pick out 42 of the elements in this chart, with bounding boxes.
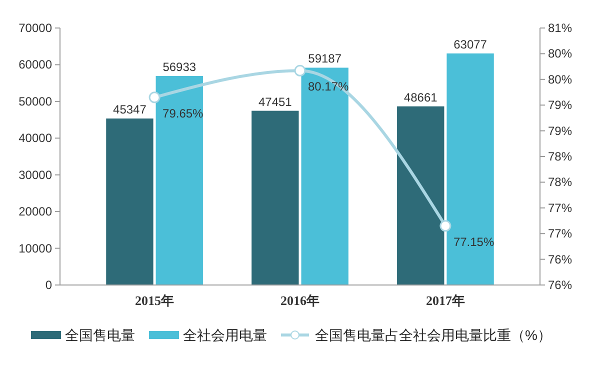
y-tick-label: 60000 (18, 58, 52, 72)
point (148, 92, 160, 104)
data-label: 56933 (162, 60, 196, 74)
y2-tick-label: 76% (548, 252, 572, 266)
data-label: 47451 (258, 94, 292, 109)
bar (397, 106, 444, 285)
y2-tick-label: 77% (548, 200, 572, 215)
y-tick-label: 50000 (18, 94, 52, 108)
y2-tick-label: 81% (548, 21, 572, 35)
y2-tick-label: 78% (548, 175, 572, 190)
x-tick-label: 2016年 (280, 293, 320, 308)
point (440, 220, 452, 232)
bar (446, 53, 494, 285)
bar (301, 68, 348, 285)
legend-label: 全国售电量占全社会用电量比重（%） (315, 327, 552, 343)
legend-label: 全国售电量 (65, 327, 135, 343)
y-tick-label: 10000 (18, 241, 52, 256)
y2-tick-label: 78% (548, 150, 572, 164)
bar (252, 110, 299, 285)
y-tick-label: 70000 (18, 21, 52, 35)
x-tick-label: 2017年 (426, 293, 465, 308)
bar (156, 76, 203, 285)
data-label: 48661 (404, 90, 438, 104)
y2-tick-label: 76% (548, 278, 572, 292)
data-label: 63077 (454, 37, 488, 52)
y2-tick-label: 80% (548, 46, 572, 61)
data-label: 79.65% (162, 106, 204, 120)
x-tick-label: 2015年 (135, 293, 174, 308)
y-tick-label: 0 (45, 278, 52, 292)
y2-tick-label: 79% (548, 98, 572, 112)
y-tick-label: 20000 (18, 204, 52, 219)
y2-tick-label: 80% (548, 72, 572, 86)
bar (106, 118, 154, 285)
data-label: 77.15% (453, 234, 494, 249)
point (294, 64, 306, 76)
data-label: 45347 (113, 102, 147, 117)
y-tick-label: 30000 (18, 168, 52, 182)
y2-tick-label: 77% (548, 226, 572, 241)
y-tick-label: 40000 (18, 131, 52, 146)
y2-tick-label: 79% (548, 124, 572, 138)
legend-label: 全社会用电量 (183, 327, 267, 343)
data-label: 59187 (308, 52, 342, 66)
